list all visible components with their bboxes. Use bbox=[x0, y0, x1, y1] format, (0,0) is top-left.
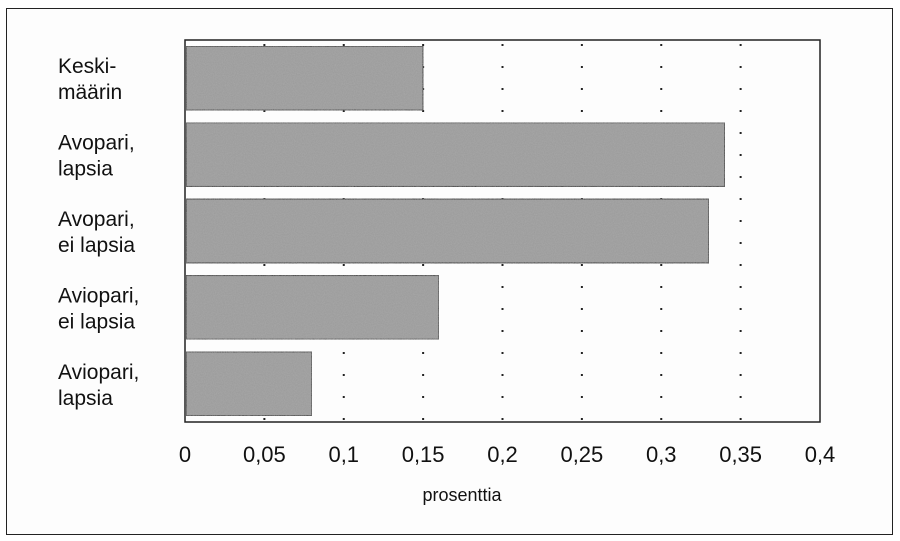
bar bbox=[185, 121, 726, 188]
x-tick-label: 0,1 bbox=[328, 442, 359, 467]
x-tick-label: 0 bbox=[179, 442, 191, 467]
x-tick-label: 0,3 bbox=[646, 442, 677, 467]
category-label: Avopari, ei lapsia bbox=[58, 208, 135, 257]
plot-area bbox=[184, 39, 821, 423]
x-tick-label: 0,4 bbox=[805, 442, 836, 467]
bar bbox=[185, 274, 440, 341]
category-label: Aviopari, ei lapsia bbox=[58, 284, 139, 333]
x-tick-label: 0,35 bbox=[719, 442, 762, 467]
category-label: Keski-määrin bbox=[58, 55, 122, 104]
bar bbox=[185, 45, 424, 112]
category-label: Avopari, lapsia bbox=[58, 132, 135, 181]
bar bbox=[185, 350, 313, 417]
x-tick-label: 0,25 bbox=[560, 442, 603, 467]
x-tick-label: 0,15 bbox=[402, 442, 445, 467]
chart-frame bbox=[6, 8, 893, 535]
x-tick-label: 0,05 bbox=[243, 442, 286, 467]
category-label: Aviopari, lapsia bbox=[58, 361, 139, 410]
x-tick-label: 0,2 bbox=[487, 442, 518, 467]
x-axis-title: prosenttia bbox=[422, 485, 502, 505]
bar bbox=[185, 198, 710, 264]
